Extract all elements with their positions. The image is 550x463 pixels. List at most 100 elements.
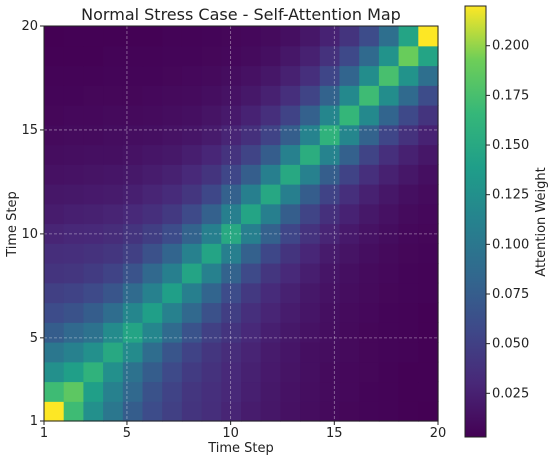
heatmap-cell (181, 45, 203, 67)
heatmap-cell (241, 85, 262, 106)
heatmap-cell (221, 124, 242, 146)
heatmap-cell (319, 263, 341, 284)
heatmap-cell (162, 342, 183, 363)
heatmap-cell (122, 381, 144, 402)
heatmap-cell (280, 223, 301, 244)
heatmap-cell (260, 243, 281, 264)
heatmap-cell (300, 45, 321, 67)
heatmap-cell (319, 282, 341, 304)
heatmap-cell (162, 85, 183, 106)
heatmap-cell (418, 243, 439, 264)
heatmap-cell (378, 401, 400, 422)
heatmap-cell (44, 105, 65, 126)
heatmap-cell (260, 184, 281, 205)
y-tick-label: 20 (21, 19, 38, 34)
heatmap-cell (201, 342, 222, 363)
heatmap-cell (300, 164, 321, 185)
heatmap-cell (122, 223, 144, 244)
heatmap-cell (142, 243, 163, 264)
heatmap-cell (300, 263, 321, 284)
heatmap-cell (300, 124, 321, 146)
heatmap-cell (83, 26, 104, 47)
heatmap-cell (83, 164, 104, 185)
heatmap-cell (142, 302, 163, 323)
heatmap-cell (339, 282, 360, 304)
heatmap-cell (83, 361, 104, 383)
heatmap-cell (339, 65, 360, 86)
heatmap-cell (398, 26, 419, 47)
heatmap-cell (162, 322, 183, 343)
heatmap-cell (122, 144, 144, 165)
heatmap-cell (201, 263, 222, 284)
heatmap-cell (63, 243, 84, 264)
heatmap-cell (378, 203, 400, 225)
plot-frame (43, 25, 439, 422)
heatmap-cell (162, 203, 183, 225)
heatmap-cell (359, 26, 380, 47)
heatmap-cell (359, 322, 380, 343)
heatmap-cell (418, 124, 439, 146)
heatmap-cell (418, 263, 439, 284)
heatmap-cell (260, 282, 281, 304)
heatmap-cell (378, 361, 400, 383)
heatmap-cell (378, 124, 400, 146)
heatmap-cell (103, 85, 124, 106)
heatmap-cell (319, 322, 341, 343)
heatmap-cell (103, 243, 124, 264)
heatmap-cell (63, 223, 84, 244)
heatmap-cell (103, 144, 124, 165)
heatmap-cell (221, 26, 242, 47)
heatmap-cell (181, 184, 203, 205)
heatmap-cell (162, 124, 183, 146)
heatmap-cell (359, 124, 380, 146)
heatmap-cell (221, 263, 242, 284)
heatmap-cell (103, 263, 124, 284)
heatmap-cell (162, 184, 183, 205)
heatmap-cell (221, 184, 242, 205)
heatmap-cell (339, 342, 360, 363)
heatmap-cell (319, 124, 341, 146)
heatmap-cell (181, 322, 203, 343)
heatmap-cell (44, 164, 65, 185)
heatmap-cell (181, 342, 203, 363)
heatmap-cell (142, 45, 163, 67)
heatmap-cell (260, 105, 281, 126)
heatmap-cell (142, 124, 163, 146)
heatmap-cell (378, 342, 400, 363)
chart-title: Normal Stress Case - Self-Attention Map (81, 5, 401, 24)
heatmap-cell (359, 203, 380, 225)
x-axis-label: Time Step (207, 441, 274, 456)
heatmap-cell (103, 342, 124, 363)
heatmap-cell (300, 322, 321, 343)
heatmap-cell (339, 381, 360, 402)
heatmap-cell (201, 223, 222, 244)
x-axis-ticks: 1 5 10 15 20 (40, 421, 446, 441)
heatmap-cell (378, 105, 400, 126)
heatmap-cell (241, 243, 262, 264)
heatmap-cell (418, 45, 439, 67)
heatmap-cell (359, 282, 380, 304)
heatmap-cell (418, 184, 439, 205)
heatmap-cell (201, 164, 222, 185)
heatmap-cell (162, 144, 183, 165)
heatmap-cell (63, 361, 84, 383)
heatmap-cell (300, 184, 321, 205)
colorbar-tick-label: 0.150 (492, 138, 529, 153)
heatmap-cell (359, 401, 380, 422)
heatmap-cell (162, 381, 183, 402)
heatmap-cell (162, 164, 183, 185)
heatmap-cell (260, 85, 281, 106)
heatmap-cell (398, 401, 419, 422)
heatmap-cell (221, 65, 242, 86)
colorbar (464, 5, 487, 438)
heatmap-cell (83, 124, 104, 146)
heatmap-cell (83, 184, 104, 205)
heatmap-cell (378, 26, 400, 47)
heatmap-cell (122, 184, 144, 205)
heatmap-cell (319, 164, 341, 185)
heatmap-cell (378, 45, 400, 67)
heatmap-cell (378, 322, 400, 343)
heatmap-cell (319, 302, 341, 323)
heatmap-cell (162, 282, 183, 304)
heatmap-cell (44, 223, 65, 244)
